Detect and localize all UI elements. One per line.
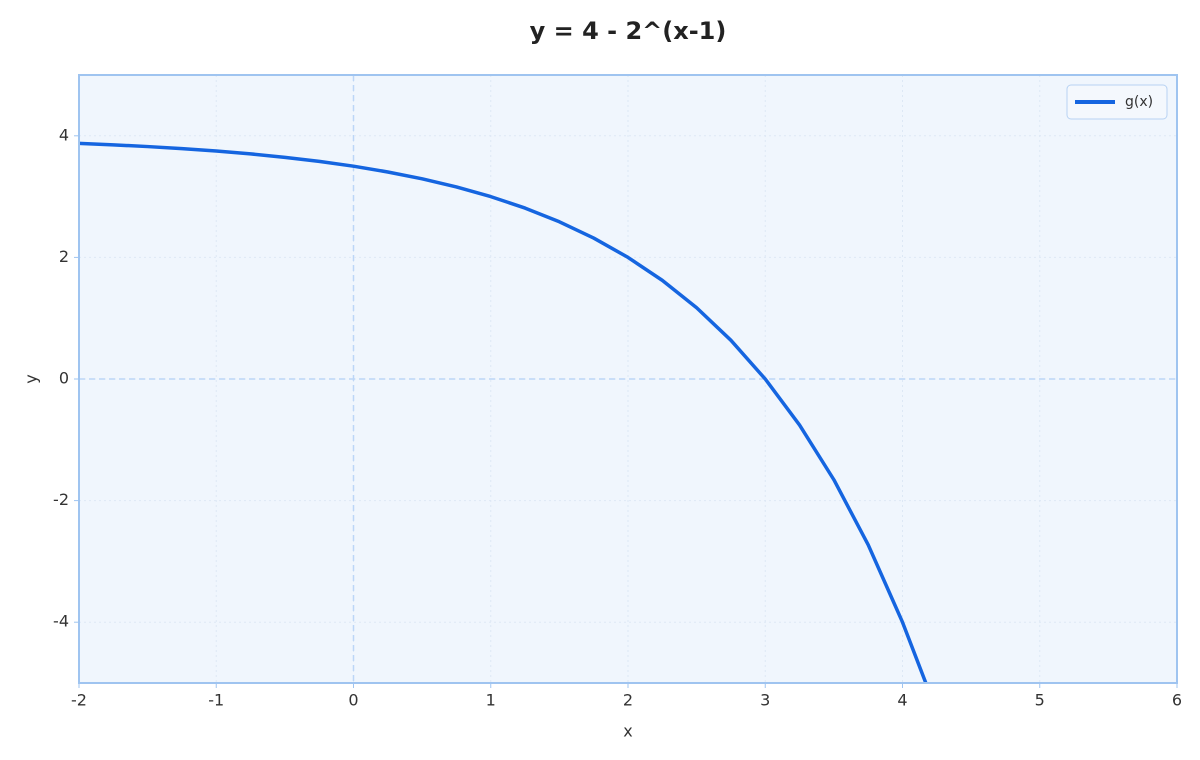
x-tick-label: 4 (897, 691, 907, 710)
x-tick-label: 1 (486, 691, 496, 710)
line-series (78, 141, 928, 684)
x-tick-label: 5 (1035, 691, 1045, 710)
x-tick-label: 2 (623, 691, 633, 710)
chart-title: y = 4 - 2^(x-1) (530, 17, 727, 45)
x-tick-label: 3 (760, 691, 770, 710)
x-tick-label: -2 (71, 691, 87, 710)
legend-label: g(x) (1125, 94, 1153, 110)
legend-box (1066, 84, 1168, 120)
x-tick-label: 6 (1172, 691, 1182, 710)
y-tick-label: 2 (59, 247, 69, 266)
x-tick-label: 0 (348, 691, 358, 710)
y-tick-label: -2 (53, 490, 69, 509)
y-axis-label: y (22, 374, 41, 383)
y-tick-label: 0 (59, 369, 69, 388)
y-tick-label: -4 (53, 612, 69, 631)
x-axis-label: x (623, 722, 632, 741)
x-tick-label: -1 (208, 691, 224, 710)
plot-frame (78, 74, 1178, 684)
y-tick-label: 4 (59, 125, 69, 144)
